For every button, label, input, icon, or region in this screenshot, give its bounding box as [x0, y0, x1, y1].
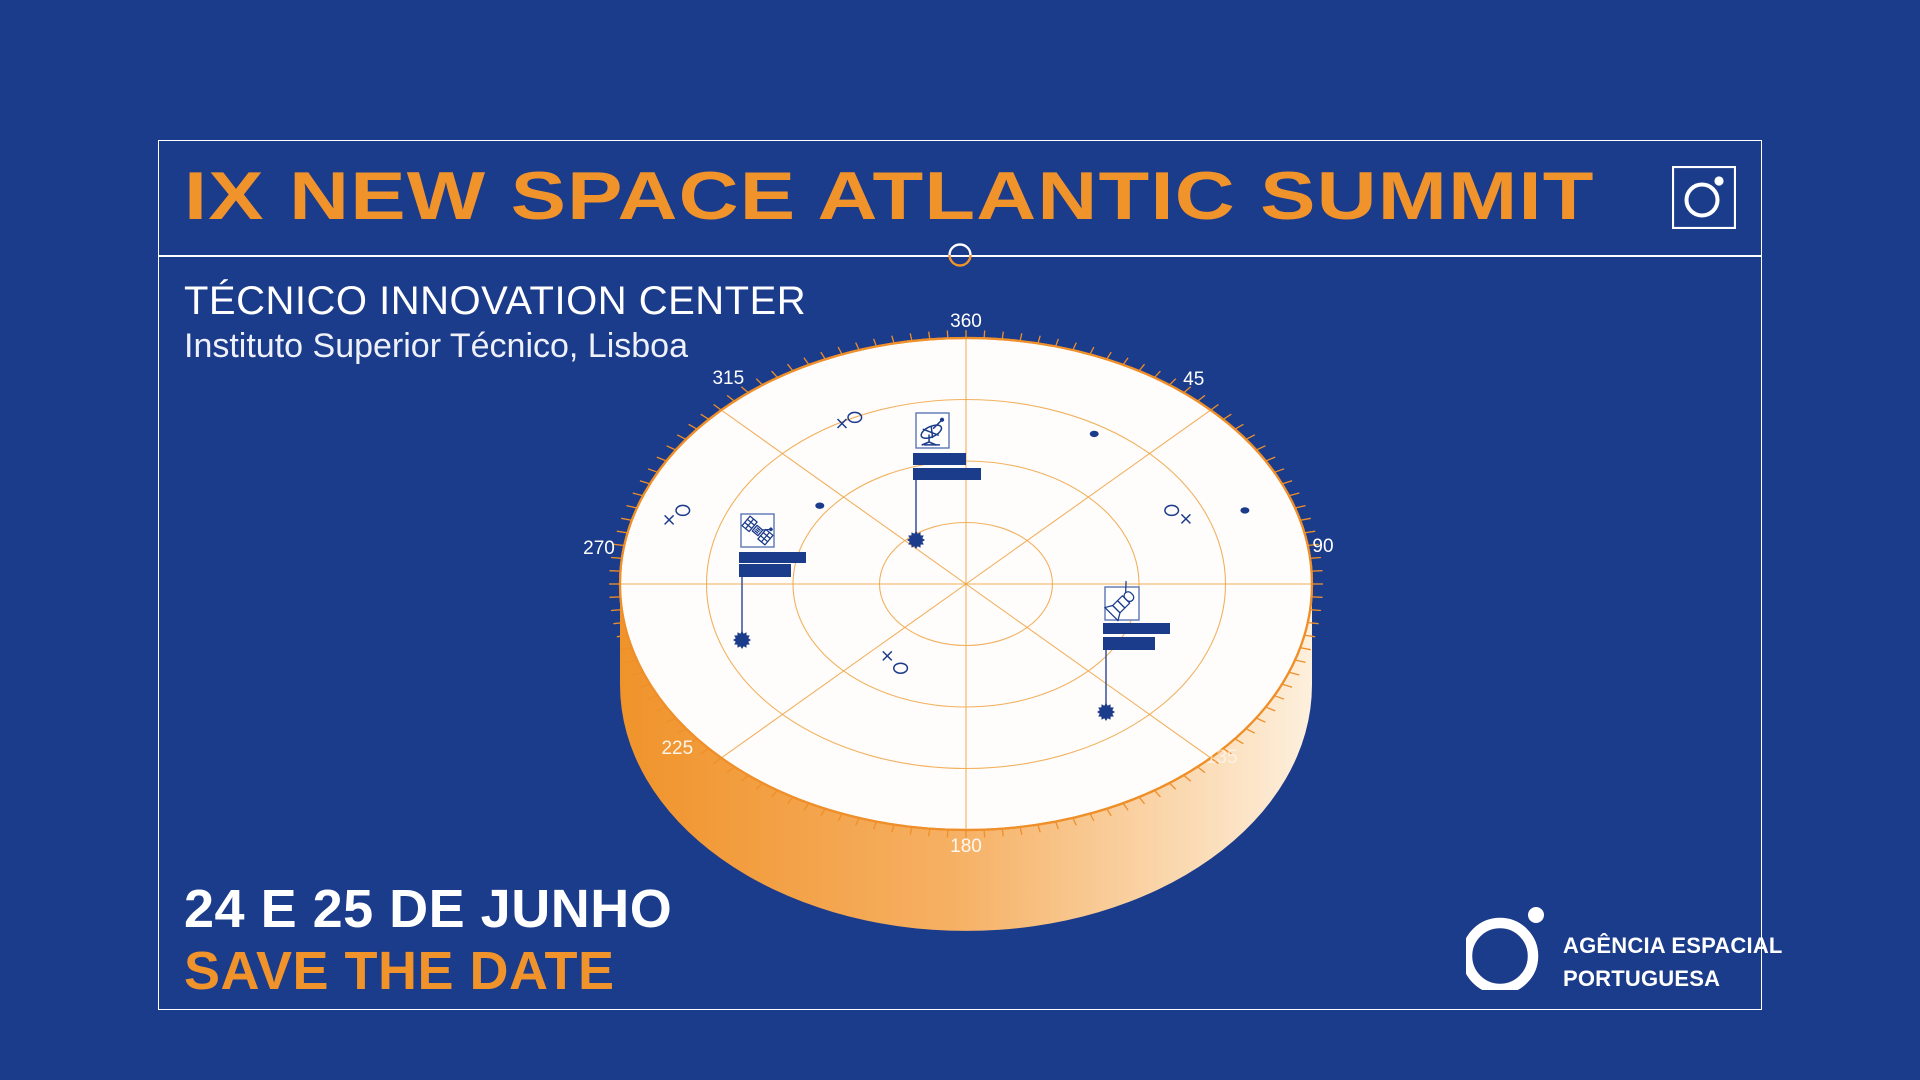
svg-text:90: 90 [1312, 536, 1333, 557]
svg-text:225: 225 [661, 738, 693, 759]
svg-text:270: 270 [583, 538, 615, 559]
svg-text:45: 45 [1183, 369, 1204, 390]
svg-text:315: 315 [712, 368, 744, 389]
svg-text:135: 135 [1206, 747, 1238, 768]
svg-text:180: 180 [950, 836, 982, 857]
svg-text:360: 360 [950, 311, 982, 332]
